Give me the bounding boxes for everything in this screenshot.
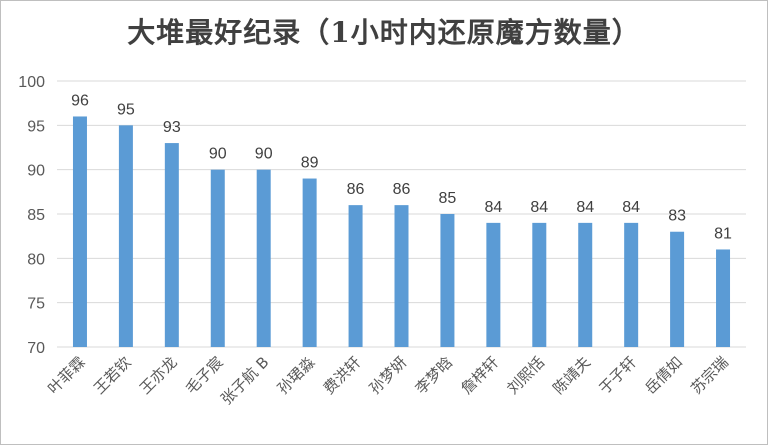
bar bbox=[486, 222, 501, 347]
y-tick-label: 75 bbox=[27, 296, 45, 313]
y-tick-label: 70 bbox=[27, 340, 45, 357]
bar bbox=[578, 222, 593, 347]
y-tick-label: 85 bbox=[27, 207, 45, 224]
data-label: 90 bbox=[255, 146, 273, 163]
data-label: 85 bbox=[439, 190, 457, 207]
data-label: 93 bbox=[163, 119, 181, 136]
x-tick-label: 毛子宸 bbox=[182, 353, 227, 398]
x-tick-label: 孙珺淼 bbox=[274, 353, 319, 398]
bar bbox=[532, 222, 547, 347]
data-label: 84 bbox=[622, 199, 640, 216]
x-tick-label: 陈靖夫 bbox=[550, 353, 595, 398]
x-tick-label: 于子轩 bbox=[595, 353, 640, 398]
bar bbox=[256, 169, 271, 347]
bar bbox=[302, 178, 317, 347]
bar bbox=[348, 205, 363, 347]
y-tick-label: 100 bbox=[18, 74, 45, 91]
x-tick-label: 张子航 B bbox=[217, 353, 272, 408]
data-label: 83 bbox=[668, 208, 686, 225]
x-tick-label: 李梦晗 bbox=[412, 353, 457, 398]
x-tick-label: 费洪轩 bbox=[320, 353, 365, 398]
bar bbox=[440, 214, 455, 347]
bar bbox=[210, 169, 225, 347]
data-label: 90 bbox=[209, 146, 227, 163]
data-label: 86 bbox=[393, 181, 411, 198]
x-tick-label: 王亦龙 bbox=[136, 353, 181, 398]
bar bbox=[394, 205, 409, 347]
data-label: 96 bbox=[71, 92, 89, 109]
x-tick-label: 刘熙恬 bbox=[504, 353, 549, 398]
x-tick-label: 岳倩如 bbox=[641, 353, 686, 398]
data-label: 81 bbox=[714, 225, 732, 242]
bar bbox=[118, 125, 133, 347]
bar bbox=[624, 222, 639, 347]
x-tick-label: 苏宗瑞 bbox=[687, 353, 732, 398]
y-tick-label: 90 bbox=[27, 163, 45, 180]
chart-title: 大堆最好纪录（1小时内还原魔方数量） bbox=[127, 16, 641, 49]
bar bbox=[72, 116, 87, 347]
y-tick-label: 95 bbox=[27, 118, 45, 135]
x-tick-label: 孙梦妍 bbox=[366, 353, 411, 398]
data-label: 84 bbox=[484, 199, 502, 216]
bar bbox=[164, 143, 179, 347]
x-tick-label: 王若钦 bbox=[90, 353, 135, 398]
data-label: 95 bbox=[117, 101, 135, 118]
data-label: 84 bbox=[576, 199, 594, 216]
bar bbox=[670, 231, 685, 347]
y-tick-label: 80 bbox=[27, 251, 45, 268]
data-label: 86 bbox=[347, 181, 365, 198]
x-tick-label: 叶菲霖 bbox=[44, 353, 89, 398]
bar bbox=[716, 249, 731, 347]
data-label: 89 bbox=[301, 155, 319, 172]
data-label: 84 bbox=[530, 199, 548, 216]
x-tick-label: 詹梓轩 bbox=[458, 353, 503, 398]
